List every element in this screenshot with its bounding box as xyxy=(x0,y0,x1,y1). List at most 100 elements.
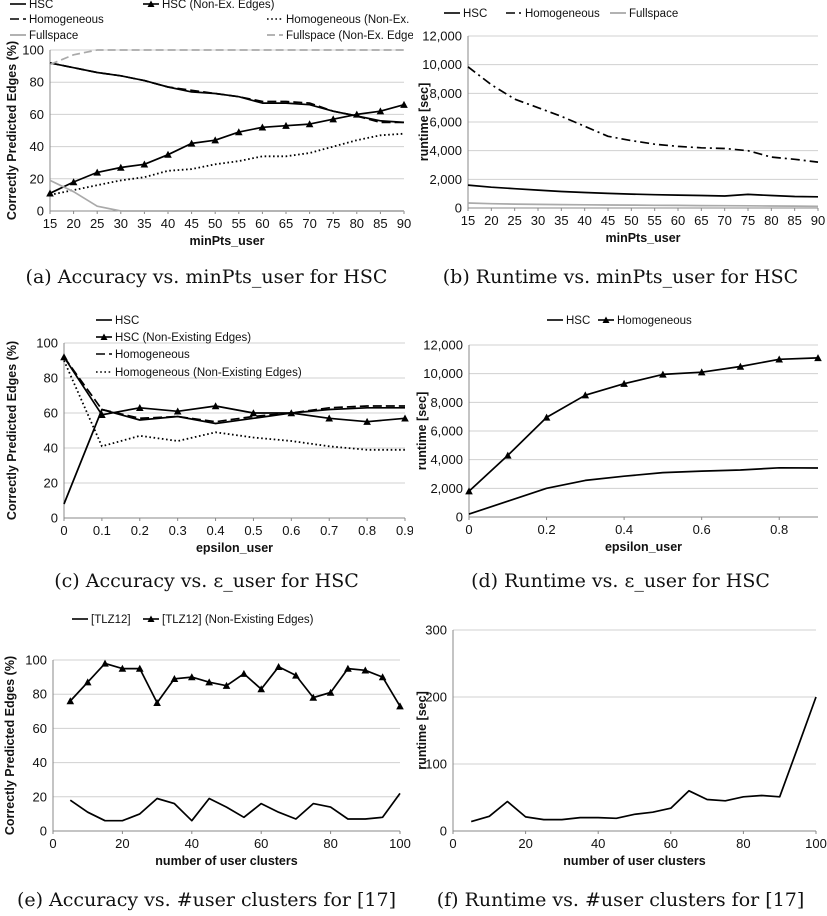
y-tick-label: 300 xyxy=(425,623,447,638)
y-axis-title: runtime [sec] xyxy=(417,83,431,162)
data-point-marker xyxy=(46,189,54,197)
data-point-marker xyxy=(249,409,258,417)
x-tick-label: 40 xyxy=(577,213,591,228)
data-point-marker xyxy=(401,414,409,422)
x-tick-label: 80 xyxy=(323,836,337,851)
x-tick-label: 60 xyxy=(664,836,678,851)
data-point-marker xyxy=(164,150,172,158)
y-tick-label: 2,000 xyxy=(429,172,462,187)
series-line xyxy=(63,356,406,423)
y-tick-label: 100 xyxy=(425,757,447,772)
y-tick-label: 80 xyxy=(30,75,44,90)
chart-d: 0 2,000 4,000 6,000 8,000 10,000 12,000 0 0.2 0.4… xyxy=(415,315,822,554)
x-axis-title: number of user clusters xyxy=(155,854,297,868)
x-tick-label: 20 xyxy=(484,213,498,228)
y-tick-label: 8,000 xyxy=(429,86,462,101)
x-tick-label: 75 xyxy=(741,213,755,228)
x-tick-label: 20 xyxy=(518,836,532,851)
x-tick-label: 0 xyxy=(449,836,456,851)
x-tick-label: 65 xyxy=(279,216,293,231)
data-point-marker xyxy=(205,678,213,686)
series-line xyxy=(63,406,405,505)
legend-label: HSC xyxy=(463,8,487,20)
data-point-marker xyxy=(93,168,101,176)
x-tick-label: 30 xyxy=(531,213,545,228)
legend-label: HSC (Non-Existing Edges) xyxy=(115,332,251,344)
x-tick-label: 55 xyxy=(647,213,661,228)
series-line xyxy=(63,356,405,423)
y-tick-label: 10,000 xyxy=(423,366,463,381)
legend-item: Homogeneous xyxy=(598,315,692,327)
legend-label: HSC xyxy=(29,0,53,11)
x-tick-label: 20 xyxy=(115,836,129,851)
chart-panel-f: 0 100 200 300 0 20 40 60 80 100 number of user clu… xyxy=(414,605,827,885)
x-tick-label: 0.6 xyxy=(693,522,711,537)
caption-d: (d) Runtime vs. ε_user for HSC xyxy=(471,570,770,592)
legend-item: HSC xyxy=(96,315,139,327)
legend-item: Homogeneous xyxy=(10,14,104,26)
data-point-marker xyxy=(188,673,196,681)
data-point-marker xyxy=(309,693,318,701)
x-tick-label: 0 xyxy=(465,522,472,537)
x-tick-label: 50 xyxy=(624,213,638,228)
legend-marker xyxy=(602,316,610,323)
legend-label: Fullspace xyxy=(629,8,678,20)
y-tick-label: 0 xyxy=(440,824,447,839)
data-point-marker xyxy=(378,673,387,681)
x-tick-label: 0.4 xyxy=(615,522,633,537)
legend-item: Homogeneous xyxy=(506,8,600,20)
y-tick-label: 12,000 xyxy=(422,29,462,44)
y-tick-label: 4,000 xyxy=(429,143,462,158)
x-tick-label: 0.9 xyxy=(396,523,413,538)
legend-item: Homogeneous (Non-Ex. Edges) xyxy=(267,14,449,26)
chart-panel-e: 0 20 40 60 80 100 0 20 40 60 80 100 number of user c… xyxy=(0,605,413,885)
data-point-marker xyxy=(325,414,333,422)
data-point-marker xyxy=(66,697,75,705)
y-tick-label: 20 xyxy=(44,476,58,491)
y-tick-label: 0 xyxy=(51,511,58,526)
y-tick-label: 6,000 xyxy=(430,424,463,439)
x-axis-title: minPts_user xyxy=(189,234,264,248)
legend-label: HSC (Non-Ex. Edges) xyxy=(162,0,275,11)
series-line xyxy=(69,792,401,822)
y-tick-label: 100 xyxy=(36,336,58,351)
y-tick-label: 0 xyxy=(456,510,463,525)
x-tick-label: 40 xyxy=(185,836,199,851)
y-tick-label: 10,000 xyxy=(422,57,462,72)
data-point-marker xyxy=(211,136,219,144)
x-axis-title: minPts_user xyxy=(605,231,680,245)
x-tick-label: 35 xyxy=(554,213,568,228)
x-tick-label: 60 xyxy=(671,213,685,228)
series-line xyxy=(49,49,404,66)
x-tick-label: 100 xyxy=(389,836,411,851)
series-line xyxy=(49,103,405,195)
x-tick-label: 0 xyxy=(49,836,56,851)
series-line xyxy=(49,132,405,196)
x-tick-label: 40 xyxy=(591,836,605,851)
data-point-marker xyxy=(465,487,473,495)
y-tick-label: 40 xyxy=(33,755,47,770)
x-tick-label: 80 xyxy=(736,836,750,851)
caption-b: (b) Runtime vs. minPts_user for HSC xyxy=(442,266,799,288)
caption-f: (f) Runtime vs. #user clusters for [17] xyxy=(436,889,805,911)
x-tick-label: 40 xyxy=(161,216,175,231)
x-tick-label: 25 xyxy=(507,213,521,228)
data-point-marker xyxy=(329,115,337,123)
data-point-marker xyxy=(400,100,408,108)
data-point-marker xyxy=(344,664,352,672)
legend-label: Homogeneous xyxy=(525,8,600,20)
x-tick-label: 0.8 xyxy=(770,522,788,537)
y-tick-label: 100 xyxy=(25,653,47,668)
y-tick-label: 60 xyxy=(44,406,58,421)
legend-label: HSC xyxy=(115,315,139,327)
data-point-marker xyxy=(257,685,265,693)
x-tick-label: 85 xyxy=(373,216,387,231)
x-tick-label: 65 xyxy=(694,213,708,228)
data-point-marker xyxy=(136,404,144,411)
x-tick-label: 80 xyxy=(764,213,778,228)
data-point-marker xyxy=(101,659,109,667)
caption-a: (a) Accuracy vs. minPts_user for HSC xyxy=(25,266,388,288)
chart-e: 0 20 40 60 80 100 0 20 40 60 80 100 number of user c… xyxy=(3,614,411,868)
y-axis-title: Correctly Predicted Edges (%) xyxy=(5,41,19,220)
data-point-marker xyxy=(98,411,106,418)
